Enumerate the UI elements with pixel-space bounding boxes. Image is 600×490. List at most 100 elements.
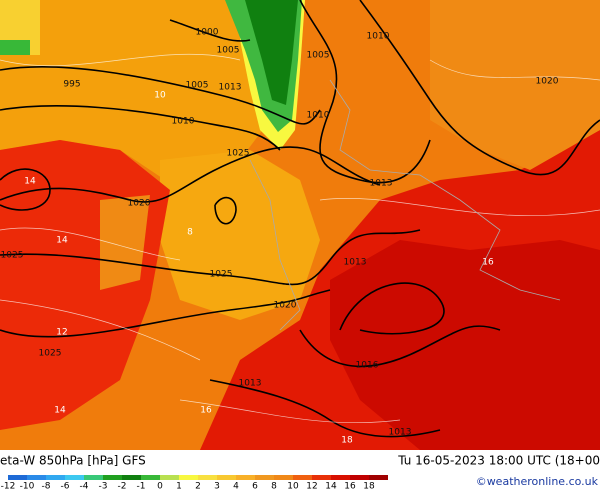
field-dark-green [245,0,298,105]
colorbar-label: -10 [20,482,35,490]
coastline [329,79,561,301]
footer-bg [0,450,600,490]
colorbar-label: -3 [99,482,108,490]
isobar-label: 1020 [274,301,297,311]
isobars [0,0,600,438]
colorbar-swatch [274,475,293,480]
theta-label: 16 [200,406,212,416]
theta-label: 16 [482,258,494,268]
colorbar-swatch [122,475,141,480]
colorbar-label: 10 [287,482,299,490]
isobar-label: 1025 [210,270,233,280]
isobar [299,325,501,368]
isobar [214,196,237,225]
theta-label: 12 [56,328,67,338]
colorbar-swatch [46,475,65,480]
field-light-orange [160,150,320,320]
theta-label: 18 [341,436,353,446]
isobar-label: 1025 [227,149,250,159]
colorbar-label: 0 [157,482,163,490]
field-dark-red [330,240,600,450]
colorbar-swatch [84,475,103,480]
map-labels: 1000 1005 1005 1010 995 1005 1013 1010 1010 1020 1… [1,28,559,446]
colorbar-swatch [236,475,255,480]
colorbar-swatch [160,475,179,480]
colorbar-swatch [141,475,160,480]
colorbar-swatch [217,475,236,480]
isobar-label: 1005 [217,46,240,56]
colorbar-label: -2 [118,482,127,490]
isobar [339,282,445,335]
field-green [0,40,30,55]
colorbar-label: 16 [344,482,356,490]
colorbar-label: 14 [325,482,337,490]
colorbar-label: 8 [271,482,277,490]
isobar-label: 1013 [344,258,367,268]
isobar [0,229,421,286]
coastline [249,159,301,331]
isobar [0,66,321,125]
isobar [209,379,441,438]
isobar-label: 1005 [307,51,330,61]
isobar-label: 1013 [239,379,262,389]
isobar [0,168,51,211]
colorbar-swatch [331,475,350,480]
colorbar-label: -8 [42,482,51,490]
colorbar-swatch [65,475,84,480]
isobar-label: 1025 [1,251,24,261]
colorbar-swatch [369,475,388,480]
theta-line [0,299,201,361]
theta-label: 14 [56,236,68,246]
isobar [0,105,281,151]
isobar-label: 1020 [128,199,151,209]
theta-line [429,59,600,81]
isobar-label: 1010 [172,117,195,127]
colorbar-label: 3 [214,482,220,490]
colorbar-label: 2 [195,482,201,490]
credit: ©weatheronline.co.uk [476,475,599,488]
colorbar-swatch [255,475,274,480]
theta-line [179,399,401,424]
isobar-label: 1013 [389,428,412,438]
colorbar-label: -1 [137,482,146,490]
theta-line [0,53,241,67]
isobar-label: 1016 [356,361,379,371]
isobar [359,0,600,176]
theta-line [319,198,600,217]
colorbar-label: 4 [233,482,239,490]
colorbar-swatch [293,475,312,480]
colorbar-label: 1 [176,482,182,490]
colorbar-label: 6 [252,482,258,490]
theta-label: 10 [154,91,166,101]
isobar [0,146,381,203]
isobar [169,19,251,42]
isobar-label: 1010 [367,32,390,42]
field-orange-tongue [100,195,150,290]
field-light-orange [0,0,270,190]
colorbar-swatch [312,475,331,480]
isobar-label: 1020 [536,77,559,87]
isobar-label: 1013 [370,179,393,189]
field-orange [430,0,600,170]
colorbar-label: 18 [363,482,375,490]
theta-label: 14 [54,406,66,416]
colorbar-label: 12 [306,482,317,490]
theta-lines [0,53,600,424]
map-field [0,0,600,450]
isobar [0,289,331,338]
colorbar-swatch [27,475,46,480]
isobar [299,0,431,184]
colorbar-label: -12 [1,482,16,490]
colorbar-swatch [350,475,369,480]
colorbar-swatch [179,475,198,480]
isobar-label: 1013 [219,83,242,93]
isobar-label: 1025 [39,349,62,359]
isobar-label: 1000 [196,28,219,38]
map-datetime: Tu 16-05-2023 18:00 UTC (18+00 [397,454,600,468]
theta-label: 8 [187,228,193,238]
colorbar: -12 -10 -8 -6 -4 -3 -2 -1 0 1 2 3 4 6 8 10 12 14 16 18 [1,475,388,490]
isobar-label: 1005 [186,81,209,91]
theta-line [0,227,181,261]
colorbar-swatch [198,475,217,480]
